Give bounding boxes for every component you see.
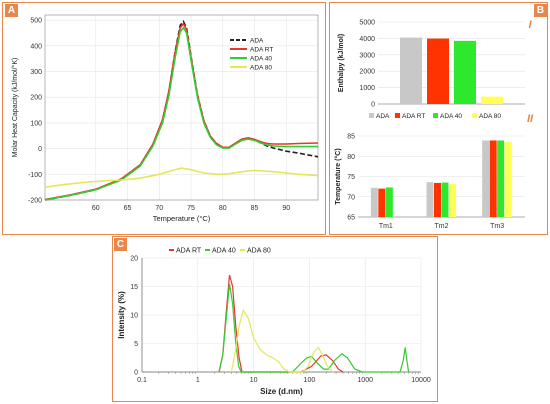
- bar: [489, 140, 497, 217]
- x-axis-label: Temperature (°C): [153, 214, 211, 223]
- y-axis-label: Temperature (°C): [334, 148, 342, 204]
- bar: [449, 183, 456, 217]
- series-line: [44, 26, 318, 201]
- legend-label: ADA 80: [479, 113, 501, 120]
- x-tick-label: 1: [196, 377, 200, 384]
- panel-b-label: B: [534, 4, 547, 17]
- y-tick-label: 400: [30, 43, 42, 50]
- y-tick-label: 70: [347, 194, 355, 201]
- bar: [497, 140, 505, 217]
- y-axis-label: Molar Heat Capacity (kJ/mol/°K): [11, 58, 19, 158]
- x-tick-label: 10000: [411, 377, 431, 384]
- bar: [504, 142, 512, 217]
- x-tick-label: 0.1: [137, 377, 147, 384]
- legend-label: ADA 40: [440, 113, 462, 120]
- bar: [370, 187, 378, 217]
- y-tick-label: 1000: [359, 85, 375, 92]
- y-tick-label: 65: [347, 215, 355, 222]
- x-tick-label: 90: [282, 205, 290, 212]
- y-tick-label: 2000: [359, 69, 375, 76]
- y-tick-label: 10: [130, 313, 138, 320]
- y-tick-label: 200: [30, 95, 42, 102]
- panel-c-label: C: [114, 238, 127, 251]
- bar: [481, 96, 503, 104]
- legend-label: ADA: [250, 38, 264, 45]
- legend-label: ADA 80: [250, 65, 272, 72]
- x-tick-label: Tm2: [435, 223, 449, 230]
- y-tick-label: 0: [38, 146, 42, 153]
- y-tick-label: 15: [130, 284, 138, 291]
- x-tick-label: 80: [219, 205, 227, 212]
- bar: [378, 188, 386, 217]
- legend-label: ADA 40: [212, 248, 236, 255]
- bar: [454, 40, 476, 104]
- y-tick-label: 300: [30, 69, 42, 76]
- roman-numeral-label: I: [528, 19, 532, 31]
- legend-label: ADA RT: [176, 248, 202, 255]
- bar: [482, 140, 490, 217]
- panel-a-label: A: [5, 4, 18, 17]
- y-axis-label: Intensity (%): [117, 291, 126, 339]
- legend-swatch: [369, 113, 374, 118]
- y-tick-label: 5000: [359, 20, 375, 27]
- y-tick-label: 0: [134, 370, 138, 377]
- bar: [400, 37, 422, 104]
- y-tick-label: 500: [30, 18, 42, 25]
- x-axis-label: Size (d.nm): [260, 387, 303, 396]
- panel-b-frame: [329, 2, 548, 235]
- y-tick-label: -200: [28, 198, 42, 205]
- bar: [426, 182, 434, 217]
- x-tick-label: 85: [251, 205, 259, 212]
- x-tick-label: Tm1: [379, 223, 393, 230]
- y-tick-label: 4000: [359, 36, 375, 43]
- legend-label: ADA RT: [250, 47, 273, 54]
- roman-numeral-label: II: [527, 113, 534, 125]
- panel-a-frame: [2, 2, 326, 235]
- panel-c-frame: [112, 236, 438, 402]
- y-tick-label: 3000: [359, 52, 375, 59]
- y-axis-label: Enthalpy (kJ/mol): [338, 34, 345, 92]
- y-tick-label: 100: [30, 120, 42, 127]
- legend-swatch: [472, 113, 477, 118]
- bar: [385, 187, 393, 217]
- y-tick-label: 5: [134, 341, 138, 348]
- legend-label: ADA 40: [250, 56, 272, 63]
- y-tick-label: 85: [347, 134, 355, 141]
- x-tick-label: Tm3: [490, 223, 504, 230]
- bar: [434, 182, 441, 217]
- x-tick-label: 100: [304, 377, 316, 384]
- legend-label: ADA RT: [402, 113, 425, 120]
- legend-swatch: [433, 113, 438, 118]
- x-tick-label: 70: [155, 205, 163, 212]
- x-tick-label: 1000: [357, 377, 373, 384]
- y-tick-label: 80: [347, 154, 355, 161]
- y-tick-label: 0: [371, 102, 375, 109]
- series-line: [44, 167, 319, 188]
- bar: [427, 38, 449, 105]
- legend-label: ADA 80: [247, 248, 271, 255]
- series-line: [218, 283, 410, 373]
- legend-label: ADA: [376, 113, 390, 120]
- plot-area: [44, 14, 319, 201]
- x-tick-label: 75: [187, 205, 195, 212]
- bar: [441, 182, 449, 217]
- y-tick-label: 75: [347, 174, 355, 181]
- y-tick-label: -100: [28, 172, 42, 179]
- legend-swatch: [395, 113, 400, 118]
- x-tick-label: 65: [124, 205, 132, 212]
- x-tick-label: 10: [250, 377, 258, 384]
- series-line: [230, 308, 334, 373]
- y-tick-label: 20: [130, 256, 138, 263]
- x-tick-label: 60: [92, 205, 100, 212]
